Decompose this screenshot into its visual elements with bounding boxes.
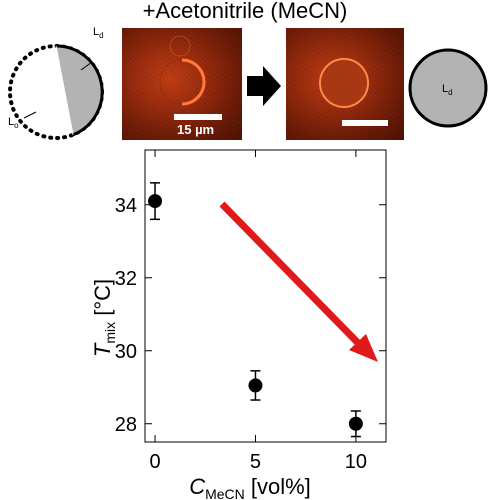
process-arrow [247,66,281,106]
lo-label: Lo [8,116,19,131]
x-tick-label: 10 [345,451,367,473]
y-tick-label: 30 [115,341,137,363]
trend-arrow [219,201,378,362]
x-tick-label: 0 [149,451,160,473]
plot-frame [144,149,387,443]
scale-bar-right [342,120,388,126]
scale-bar-label: 15 µm [177,122,215,137]
data-point [348,416,363,431]
y-tick-label: 28 [115,414,137,436]
x-axis-label: CMeCN [vol%] [189,474,311,500]
figure-title: +Acetonitrile (MeCN) [142,0,348,23]
tmix-chart: 28 30 32 34 0 5 10 Tmix [°C] CMeCN [vol%] [90,149,387,500]
right-vesicle-diagram [408,48,488,128]
micrograph-after [286,28,404,140]
micrograph-before: 15 µm [122,28,242,140]
data-point [248,378,263,393]
left-vesicle-diagram [8,44,104,140]
x-tick-label: 5 [250,451,261,473]
y-tick-label: 32 [115,268,137,290]
ld-label-right: Ld [442,83,453,98]
data-point [148,194,163,209]
ld-label-left: Ld [93,26,104,41]
scale-bar [174,114,222,120]
y-tick-label: 34 [115,195,137,217]
ld-domain [56,45,103,135]
y-axis-label: Tmix [°C] [90,279,118,357]
